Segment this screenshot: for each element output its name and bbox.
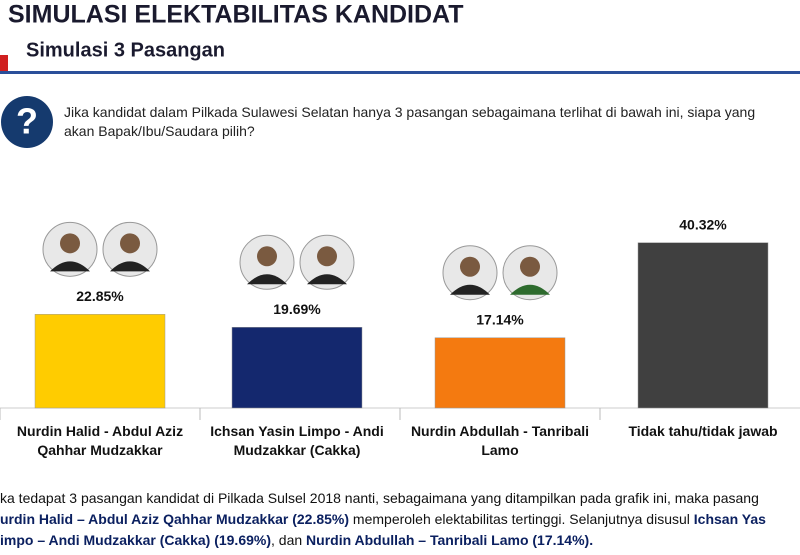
footer-line: ka tedapat 3 pasangan kandidat di Pilkad… <box>0 488 800 509</box>
footer-text: urdin Halid – Abdul Aziz Qahhar Mudzakka… <box>0 511 350 527</box>
footer-text: , dan <box>271 532 307 548</box>
category-label: Tidak tahu/tidak jawab <box>628 423 778 439</box>
value-label: 19.69% <box>273 301 321 317</box>
footer-text: memperoleh elektabilitas tertinggi. Sela… <box>349 511 694 527</box>
footer-text: ka tedapat 3 pasangan kandidat di Pilkad… <box>0 490 759 506</box>
photos <box>42 221 558 301</box>
bar <box>34 314 166 409</box>
question: Jika kandidat dalam Pilkada Sulawesi Sel… <box>64 104 756 139</box>
footer-line: urdin Halid – Abdul Aziz Qahhar Mudzakka… <box>0 509 800 530</box>
category-label: Nurdin Abdullah - Tanribali Lamo <box>410 423 590 458</box>
photo-head <box>317 246 337 267</box>
photo-body <box>247 274 287 285</box>
photo-body <box>110 261 150 272</box>
value-label: 22.85% <box>76 288 124 304</box>
photo-head <box>520 256 540 277</box>
bar <box>434 337 566 409</box>
question-mark: ? <box>16 101 38 142</box>
subtitle: Simulasi 3 Pasangan <box>26 39 225 61</box>
value-label: 40.32% <box>679 216 727 232</box>
category-label: Nurdin Halid - Abdul Aziz Qahhar Mudzakk… <box>16 423 184 458</box>
value-label: 17.14% <box>476 311 524 327</box>
category-label: Ichsan Yasin Limpo - Andi Mudzakkar (Cak… <box>210 423 384 458</box>
question-icon <box>1 96 53 148</box>
photo-body <box>50 261 90 272</box>
photo-head <box>460 256 480 277</box>
footer-text: Nurdin Abdullah – Tanribali Lamo (17.14%… <box>306 532 594 548</box>
footer-text: impo – Andi Mudzakkar (Cakka) (19.69%) <box>0 532 272 548</box>
photo-body <box>510 284 550 295</box>
accent-tab <box>0 55 8 73</box>
bar <box>637 242 769 409</box>
footer: ka tedapat 3 pasangan kandidat di Pilkad… <box>0 488 800 551</box>
photo-head <box>120 233 140 254</box>
photo-body <box>450 284 490 295</box>
footer-text: Ichsan Yas <box>693 511 766 527</box>
footer-line: impo – Andi Mudzakkar (Cakka) (19.69%), … <box>0 530 800 551</box>
photo-head <box>257 246 277 267</box>
title: SIMULASI ELEKTABILITAS KANDIDAT <box>8 1 464 29</box>
photo-head <box>60 233 80 254</box>
photo-body <box>307 274 347 285</box>
bar <box>231 327 363 409</box>
divider <box>0 71 800 74</box>
